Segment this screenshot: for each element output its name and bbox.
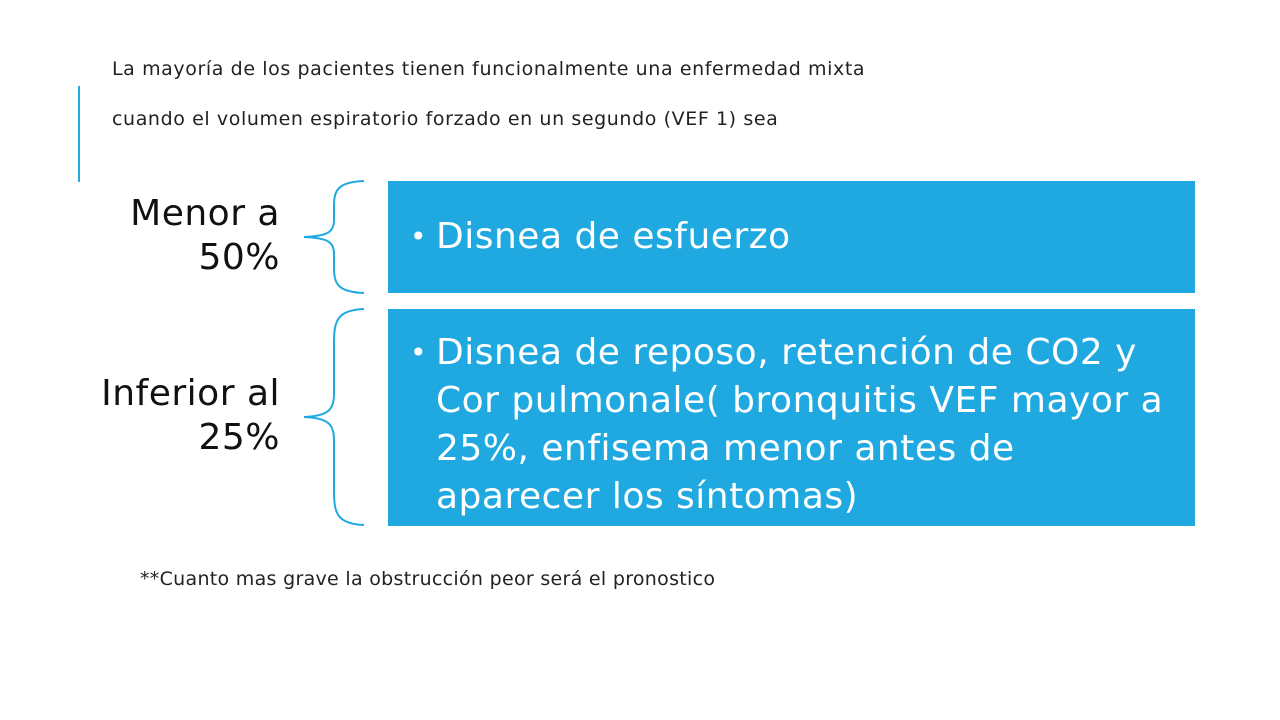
level-box-1: • Disnea de esfuerzo [388, 181, 1195, 293]
level-label-2-line-1: Inferior al [101, 373, 280, 414]
intro-text-line-2: cuando el volumen espiratorio forzado en… [112, 108, 779, 130]
level-label-2: Inferior al 25% [101, 372, 280, 460]
level-box-2-text: Disnea de reposo, retención de CO2 y Cor… [436, 332, 1164, 517]
level-label-1-line-2: 50% [198, 237, 280, 278]
footnote: **Cuanto mas grave la obstrucción peor s… [140, 568, 716, 590]
level-label-1: Menor a 50% [130, 192, 280, 280]
bullet-icon: • [410, 336, 427, 369]
level-label-2-line-2: 25% [198, 417, 280, 458]
intro-text-line-1: La mayoría de los pacientes tienen funci… [112, 58, 866, 80]
level-label-1-line-1: Menor a [130, 193, 280, 234]
curly-brace-icon [300, 308, 370, 526]
level-box-2: • Disnea de reposo, retención de CO2 y C… [388, 309, 1195, 526]
curly-brace-icon [300, 180, 370, 294]
level-box-1-bullet: • Disnea de esfuerzo [410, 213, 1181, 261]
bullet-icon: • [410, 220, 427, 253]
accent-bar [78, 86, 80, 182]
level-box-2-bullet: • Disnea de reposo, retención de CO2 y C… [410, 329, 1181, 521]
level-box-1-text: Disnea de esfuerzo [436, 216, 791, 257]
